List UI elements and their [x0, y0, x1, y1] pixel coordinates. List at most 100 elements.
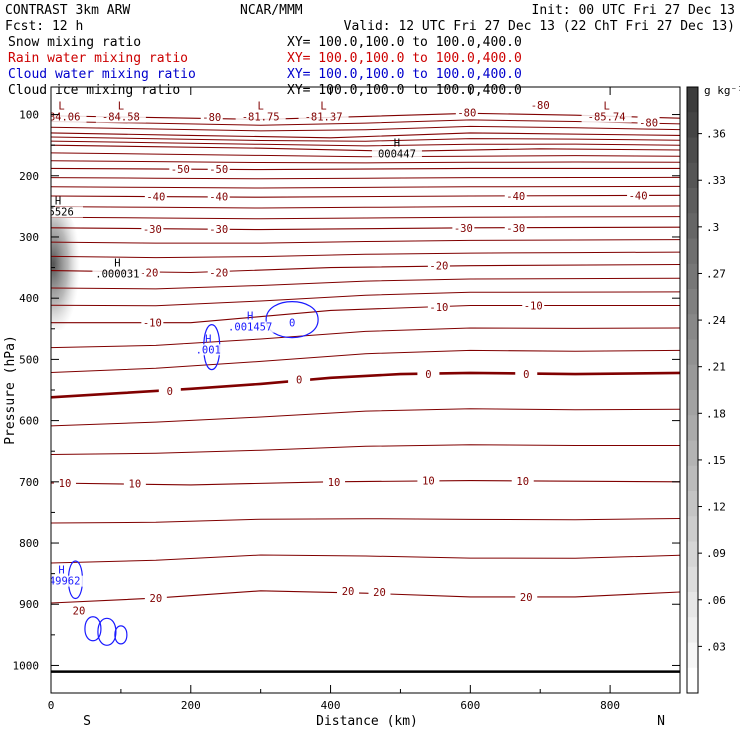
- y-tick-label: 400: [19, 292, 39, 305]
- y-tick-label: 600: [19, 415, 39, 428]
- isotherm-minor: [51, 444, 680, 455]
- colorbar-segment: [687, 642, 698, 669]
- extremum-value-bg: [371, 148, 422, 160]
- colorbar-segment: [687, 188, 698, 214]
- isotherm-label: -40: [629, 190, 648, 202]
- isotherm-label: 20: [150, 593, 163, 605]
- isotherm-label-bg: [200, 110, 223, 122]
- isotherm-label-bg: [522, 299, 545, 311]
- extremum-marker: L: [603, 101, 609, 113]
- isotherm-label-bg: [144, 592, 167, 604]
- isotherm-minor: [51, 216, 680, 220]
- isotherm-label: 20: [342, 586, 355, 598]
- isotherm-label: -30: [506, 223, 525, 235]
- extremum-value-bg: [225, 321, 276, 333]
- isotherm-label: -80: [457, 108, 476, 120]
- colorbar-label: .36: [706, 128, 726, 141]
- isotherm-minor: [51, 277, 680, 290]
- isotherm-label-bg: [637, 116, 660, 128]
- y-tick-label: 700: [19, 476, 39, 489]
- isotherm-minus50: [51, 167, 680, 171]
- extremum-value-bg: [581, 111, 632, 123]
- colorbar-segment: [687, 238, 698, 265]
- colorbar-segment: [687, 137, 698, 164]
- extremum-value-bg: [51, 206, 83, 218]
- extremum-value: -84.58: [102, 112, 140, 124]
- isotherm-minor: [51, 176, 680, 180]
- colorbar-segment: [687, 314, 698, 340]
- isotherm-label: -20: [209, 267, 228, 279]
- isotherm-label-bg: [504, 221, 527, 233]
- extremum-value-bg: [51, 575, 87, 587]
- isotherm-label: 20: [373, 587, 386, 599]
- isotherm-label-bg: [337, 584, 360, 596]
- x-tick-label: 200: [181, 699, 201, 712]
- colorbar-label: .09: [706, 547, 726, 560]
- isotherm-minor: [51, 408, 680, 427]
- colorbar-segment: [687, 415, 698, 441]
- x-axis-title: Distance (km): [316, 714, 418, 729]
- isotherm-label-bg: [123, 477, 146, 489]
- extremum-value-bg: [235, 111, 286, 123]
- isotherm-minus80: [51, 112, 680, 120]
- isotherm-label: 10: [129, 479, 142, 491]
- isotherm-label: -20: [429, 261, 448, 273]
- y-tick-label: 1000: [13, 659, 40, 672]
- cloud-water-label: 0: [289, 318, 295, 330]
- extremum-value: 049962: [43, 576, 81, 588]
- isotherm-label-bg: [511, 475, 534, 487]
- colorbar-segment: [687, 213, 698, 239]
- isotherm-minor: [51, 152, 680, 158]
- extremum-marker: H: [247, 311, 253, 323]
- colorbar-segment: [687, 364, 698, 391]
- extremum-marker: H: [394, 137, 400, 149]
- colorbar-segment: [687, 491, 698, 517]
- isotherm-label: 0: [167, 386, 173, 398]
- isotherm-label-bg: [452, 221, 475, 233]
- colorbar-segment: [687, 112, 698, 138]
- colorbar-unit: g kg⁻¹: [704, 84, 740, 97]
- extremum-value: .001457: [228, 322, 272, 334]
- y-axis-title: Pressure (hPa): [3, 335, 18, 445]
- isotherm-label-bg: [515, 368, 538, 380]
- isotherm-minor: [51, 125, 680, 132]
- x-tick-label: 800: [600, 699, 620, 712]
- y-tick-label: 300: [19, 231, 39, 244]
- extremum-marker: L: [118, 101, 124, 113]
- colorbar-segment: [687, 617, 698, 643]
- cloud-water-contour: [97, 617, 117, 646]
- isotherm-label: 20: [520, 592, 533, 604]
- extremum-value: .001: [196, 344, 221, 356]
- extremum-marker: L: [258, 101, 264, 113]
- isotherm-label-bg: [515, 590, 538, 602]
- legend-cloud-ice: Cloud ice mixing ratio: [8, 83, 180, 98]
- colorbar-segment: [687, 440, 698, 467]
- isotherm-label: -30: [454, 223, 473, 235]
- x-tick-label: 0: [48, 699, 55, 712]
- isotherm-label: -30: [209, 224, 228, 236]
- isotherm-label-bg: [627, 189, 650, 201]
- isotherm-label-bg: [529, 98, 552, 110]
- isotherm-label-bg: [53, 477, 76, 489]
- isotherm-label: 10: [59, 478, 72, 490]
- center-label: NCAR/MMM: [240, 3, 303, 18]
- colorbar-segment: [687, 541, 698, 568]
- isotherm-label: -40: [146, 192, 165, 204]
- colorbar-segment: [687, 465, 698, 492]
- isotherm-label-bg: [169, 163, 192, 175]
- y-tick-label: 100: [19, 109, 39, 122]
- isotherm-label-bg: [368, 586, 391, 597]
- colorbar-segment: [687, 592, 698, 618]
- colorbar-label: .24: [706, 314, 726, 327]
- colorbar-label: .21: [706, 361, 726, 374]
- colorbar-label: .18: [706, 407, 726, 420]
- colorbar-segment: [687, 263, 698, 290]
- isotherm-label-bg: [158, 385, 181, 397]
- extremum-value: 000447: [378, 148, 416, 160]
- isotherm-label-bg: [427, 300, 450, 312]
- model-title: CONTRAST 3km ARW: [5, 3, 130, 18]
- legend-rain: Rain water mixing ratio: [8, 51, 188, 66]
- y-tick-label: 800: [19, 537, 39, 550]
- colorbar-segment: [687, 162, 698, 189]
- extremum-value: -85.74: [588, 112, 626, 124]
